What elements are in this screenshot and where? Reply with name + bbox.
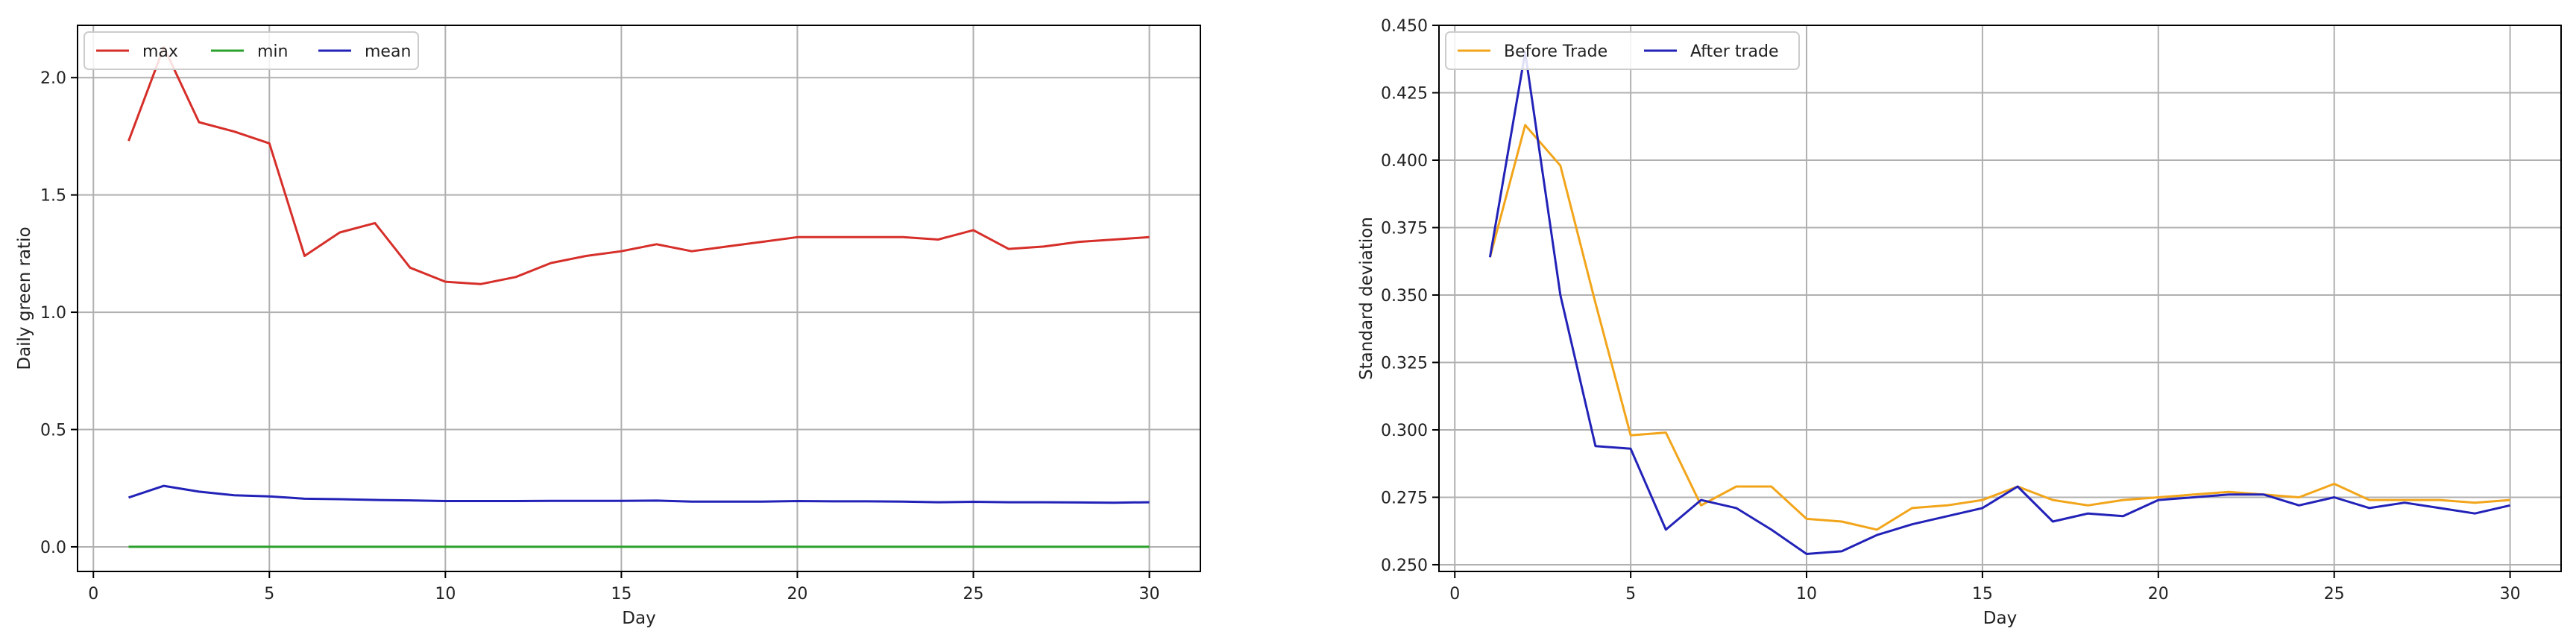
x-tick-label: 20	[787, 585, 807, 603]
series-line-before-trade	[1488, 124, 2510, 531]
x-tick-label: 0	[1449, 585, 1460, 603]
y-tick-label: 0.0	[40, 539, 66, 557]
y-tick-label: 0.425	[1381, 84, 1428, 103]
x-tick-label: 0	[88, 585, 98, 603]
y-tick-label: 0.450	[1381, 17, 1428, 36]
legend-box	[84, 31, 419, 70]
chart-panel-standard-deviation: 0 5 10 15 20 25 30 0.250 0.275 0.300 0.325 0.350 0.3…	[1357, 17, 2562, 628]
y-tick-label: 0.325	[1381, 354, 1428, 373]
x-tick-label: 30	[2500, 585, 2521, 603]
y-tick-label: 1.0	[40, 304, 66, 323]
axes-frame	[1438, 25, 2562, 572]
legend-box	[1445, 31, 1800, 70]
y-tick-label: 2.0	[40, 69, 66, 88]
y-axis-label: Daily green ratio	[15, 226, 34, 370]
x-axis-label: Day	[622, 609, 655, 628]
legend-label: mean	[365, 42, 411, 61]
y-tick-label: 0.250	[1381, 557, 1428, 575]
x-tick-label: 25	[2324, 585, 2345, 603]
x-tick-label: 15	[1972, 585, 1993, 603]
x-tick-label: 25	[963, 585, 983, 603]
y-tick-label: 1.5	[40, 187, 66, 206]
axes-frame	[77, 25, 1201, 572]
x-tick-label: 10	[1796, 585, 1817, 603]
x-tick-label: 30	[1139, 585, 1160, 603]
y-tick-label: 0.5	[40, 422, 66, 440]
x-tick-label: 20	[2148, 585, 2169, 603]
legend: Before Trade After trade	[1445, 31, 1800, 70]
series-line-max	[127, 45, 1150, 285]
chart-panel-daily-green-ratio: 0 5 10 15 20 25 30 0.0 0.5 1.0 1.5 2.0 Day Daily gree…	[15, 25, 1201, 628]
legend-label: After trade	[1690, 42, 1778, 61]
series-line-after-trade	[1488, 51, 2510, 555]
y-tick-label: 0.300	[1381, 422, 1428, 440]
x-tick-label: 5	[264, 585, 274, 603]
y-tick-label: 0.400	[1381, 152, 1428, 171]
y-tick-label: 0.350	[1381, 287, 1428, 305]
x-tick-label: 10	[435, 585, 456, 603]
legend-label: Before Trade	[1504, 42, 1607, 61]
legend: max min mean	[84, 31, 419, 70]
x-axis-label: Day	[1983, 609, 2017, 628]
y-tick-label: 0.375	[1381, 219, 1428, 238]
y-tick-label: 0.275	[1381, 489, 1428, 507]
series-line-mean	[128, 484, 1150, 504]
x-tick-label: 15	[611, 585, 632, 603]
x-tick-label: 5	[1625, 585, 1636, 603]
legend-label: min	[257, 42, 289, 61]
legend-label: max	[142, 42, 178, 61]
y-axis-label: Standard deviation	[1357, 217, 1376, 380]
